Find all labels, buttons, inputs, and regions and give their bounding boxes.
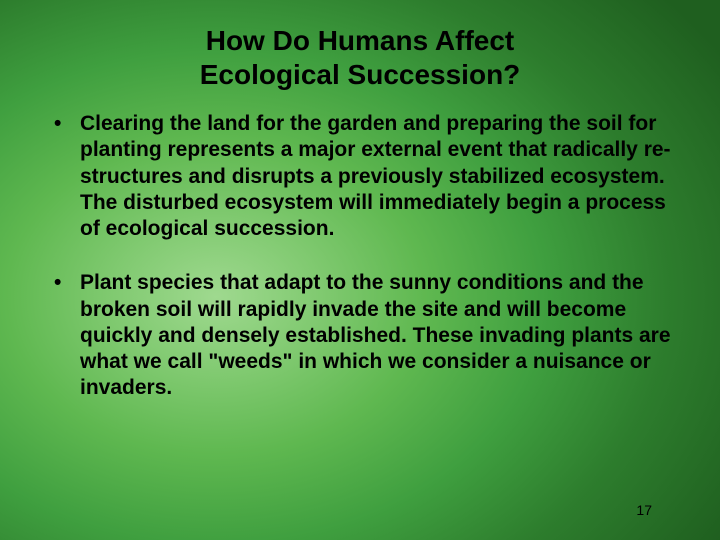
bullet-item: Plant species that adapt to the sunny co… (40, 270, 680, 401)
page-number: 17 (636, 502, 652, 518)
title-line-2: Ecological Succession? (200, 59, 521, 90)
bullet-list: Clearing the land for the garden and pre… (40, 111, 680, 402)
slide: How Do Humans Affect Ecological Successi… (0, 0, 720, 540)
title-line-1: How Do Humans Affect (206, 25, 515, 56)
slide-title: How Do Humans Affect Ecological Successi… (40, 24, 680, 91)
bullet-item: Clearing the land for the garden and pre… (40, 111, 680, 242)
